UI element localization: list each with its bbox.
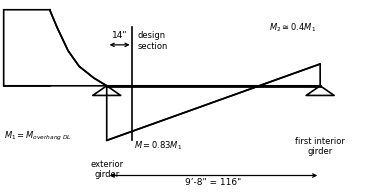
Text: $M = 0.83M_1$: $M = 0.83M_1$	[134, 139, 183, 152]
Text: $M_2 \cong 0.4M_1$: $M_2 \cong 0.4M_1$	[269, 21, 316, 34]
Polygon shape	[4, 10, 50, 86]
Polygon shape	[4, 10, 107, 86]
Text: 9’-8" = 116": 9’-8" = 116"	[185, 178, 241, 187]
Polygon shape	[259, 64, 320, 86]
Text: exterior
girder: exterior girder	[90, 160, 123, 179]
Text: $M_1 = M_{overhang\ DL}$: $M_1 = M_{overhang\ DL}$	[4, 130, 71, 143]
Text: first interior
girder: first interior girder	[295, 136, 345, 156]
Polygon shape	[107, 86, 259, 140]
Text: 14": 14"	[112, 31, 127, 40]
Text: design
section: design section	[138, 31, 169, 51]
